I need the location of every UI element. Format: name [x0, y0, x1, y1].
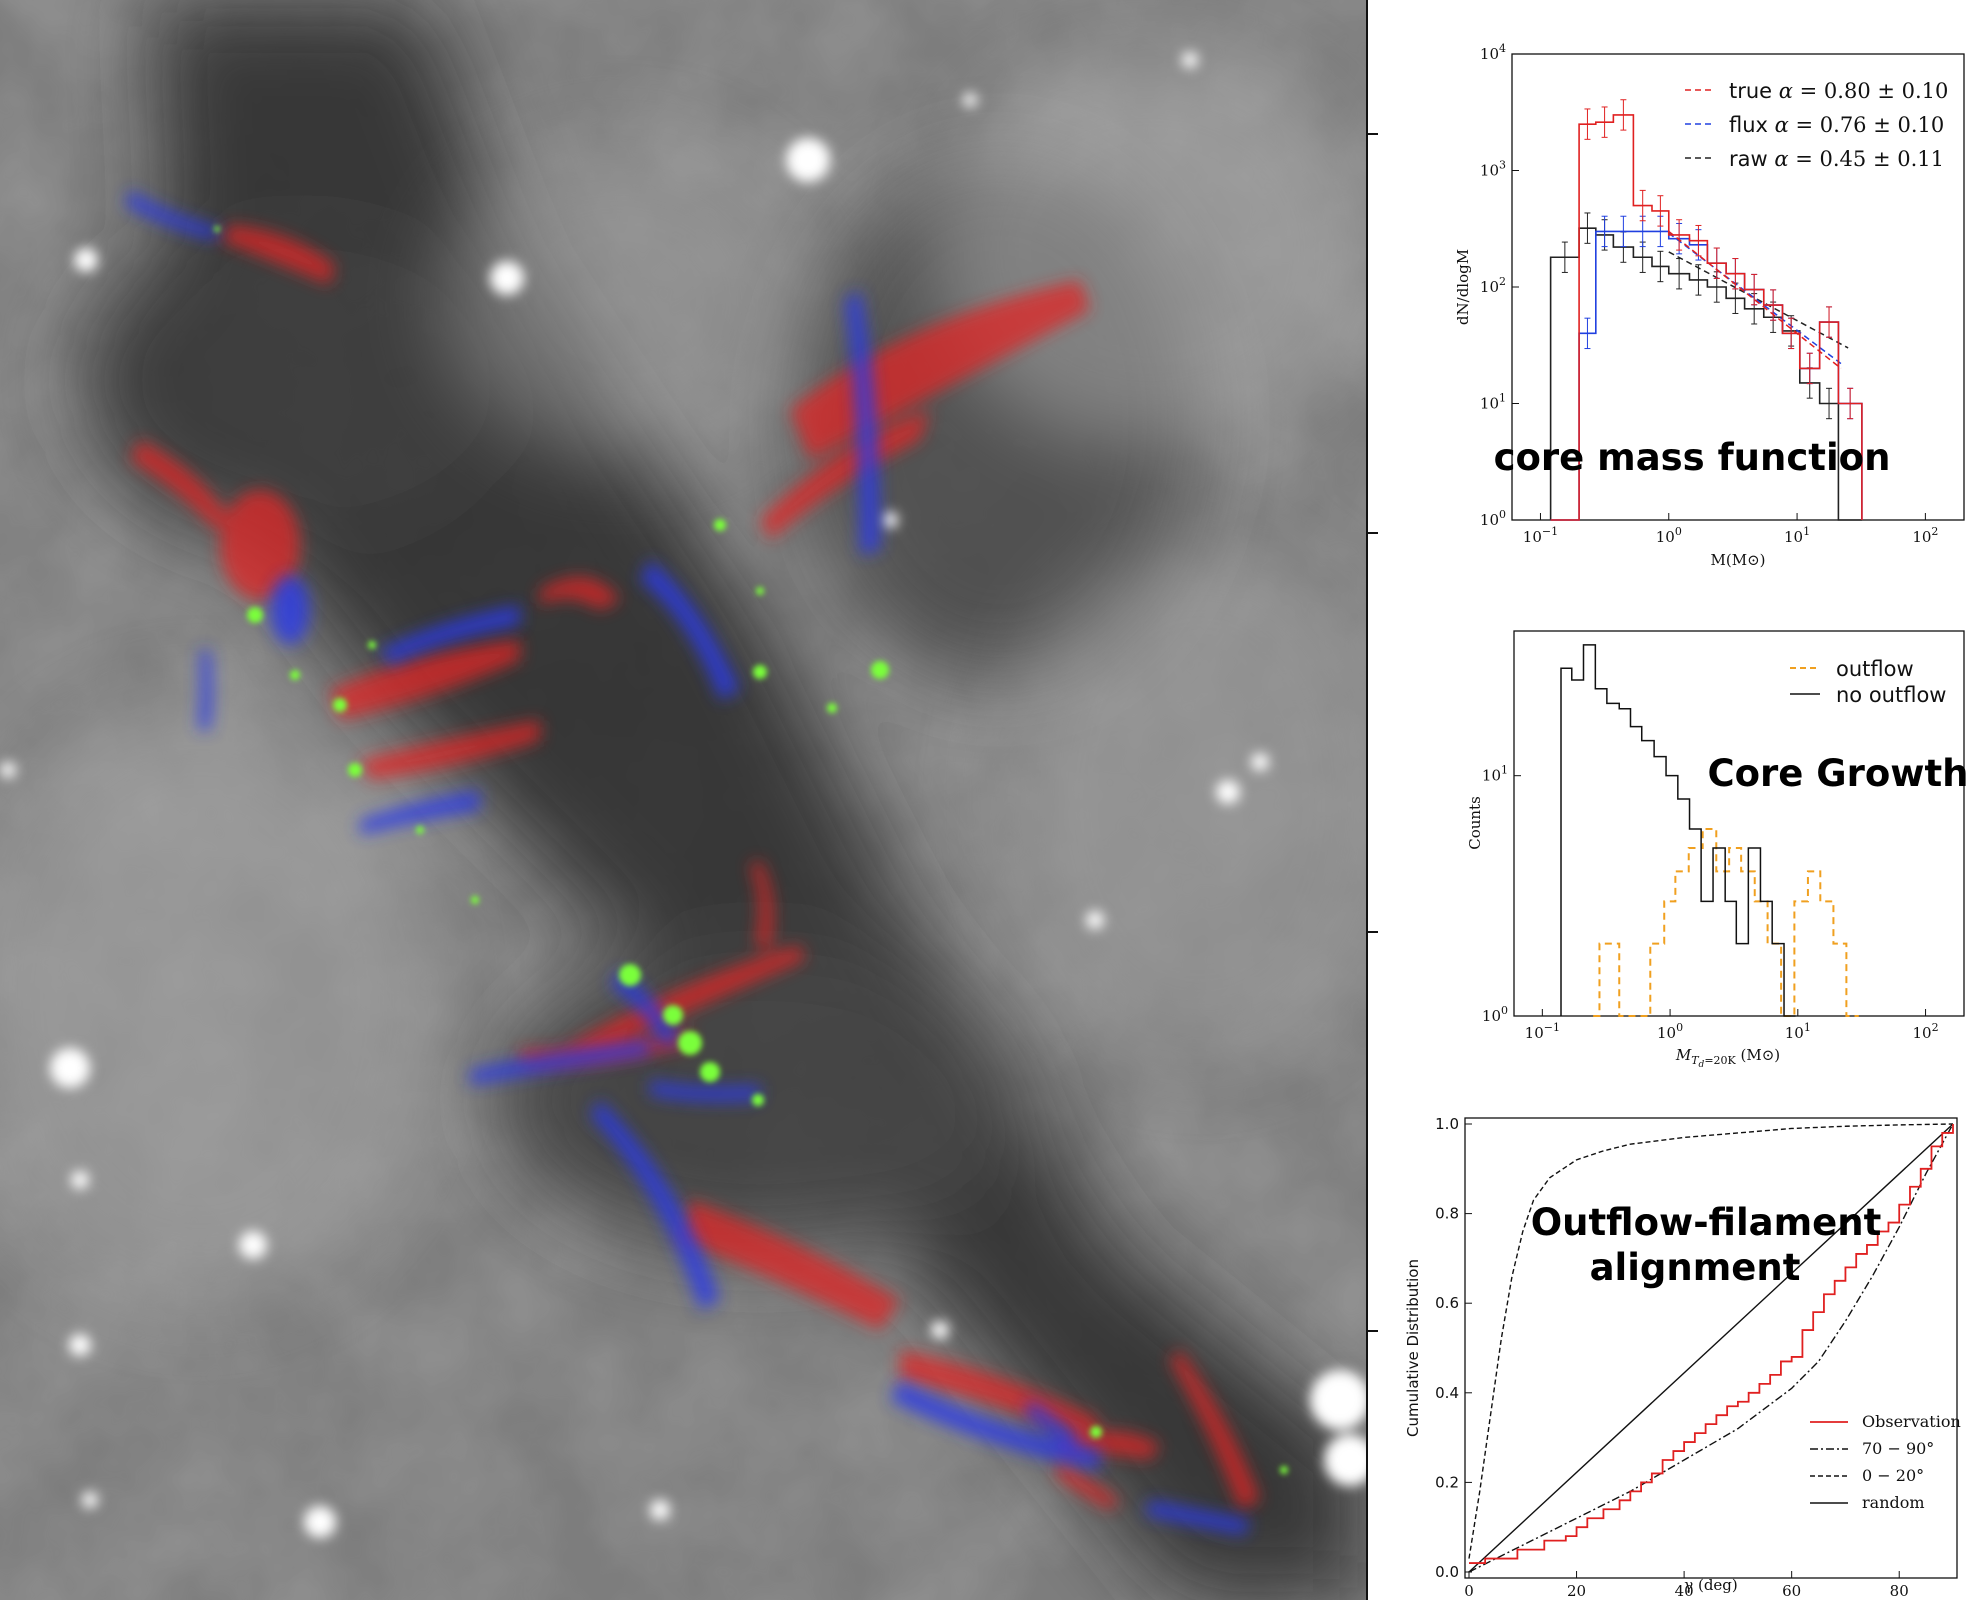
x-axis-label: M(M⊙): [1711, 551, 1766, 569]
legend-label-70-90: 70 − 90°: [1862, 1439, 1934, 1458]
legend-label-flux: flux α = 0.76 ± 0.10: [1729, 113, 1944, 137]
alignment-chart: 0 20 40 60 80 0.0 0.2 0.4 0.6 0.8 1.0 γ (deg) Cum…: [1404, 1115, 1961, 1600]
legend: true α = 0.80 ± 0.10 flux α = 0.76 ± 0.1…: [1685, 79, 1948, 171]
y-tick-label: 101: [1480, 392, 1506, 413]
core-growth-chart: 10−1 100 101 102 100 101 MTd=20K (M⊙) Counts…: [1466, 630, 1969, 1070]
x-axis-label: MTd=20K (M⊙): [1675, 1046, 1780, 1070]
y-axis-label: Counts: [1466, 796, 1484, 850]
x-tick-label: 40: [1675, 1582, 1694, 1600]
x-tick-group: 10−1 100 101 102: [1523, 513, 1938, 546]
histogram-no-outflow: [1560, 644, 1796, 1017]
fit-line-raw: [1668, 251, 1849, 349]
y-tick-group: 100 101 102 103 104: [1480, 42, 1519, 529]
line-0-20-: [1468, 1123, 1954, 1559]
chart-marks: [1549, 99, 1863, 521]
histogram-true: [1550, 114, 1863, 521]
legend-label-observation: Observation: [1862, 1412, 1961, 1431]
y-tick-label: 100: [1480, 508, 1506, 529]
fit-line-flux: [1668, 232, 1842, 365]
y-tick-label: 100: [1482, 1004, 1508, 1025]
y-tick-label: 0.0: [1435, 1563, 1459, 1581]
legend-label-true: true α = 0.80 ± 0.10: [1729, 79, 1948, 103]
y-axis-label: dN/dlogM: [1454, 249, 1472, 325]
y-tick-group: 100 101: [1482, 764, 1521, 1025]
x-tick-label: 60: [1782, 1582, 1801, 1600]
y-tick-label: 0.6: [1435, 1294, 1459, 1312]
x-axis-label: γ (deg): [1684, 1576, 1738, 1594]
x-tick-label: 0: [1464, 1582, 1474, 1600]
y-tick-label: 104: [1480, 42, 1506, 63]
legend-label-random: random: [1862, 1493, 1925, 1512]
x-tick-label: 100: [1656, 525, 1682, 546]
x-tick-label: 80: [1890, 1582, 1909, 1600]
frame-tick: [1368, 133, 1378, 135]
x-tick-label: 10−1: [1525, 1021, 1560, 1042]
y-tick-label: 103: [1480, 159, 1506, 180]
y-tick-label: 102: [1480, 275, 1506, 296]
x-tick-label: 101: [1784, 525, 1810, 546]
chart-annotation-line-1: Outflow-filament: [1531, 1201, 1882, 1244]
histogram-outflow: [1593, 827, 1859, 1017]
y-tick-label: 0.2: [1435, 1473, 1459, 1491]
line-Observation: [1469, 1124, 1954, 1564]
x-tick-label: 20: [1567, 1582, 1586, 1600]
fit-line-true: [1668, 230, 1842, 370]
frame-tick: [1368, 931, 1378, 933]
legend-label-no-outflow: no outflow: [1836, 683, 1946, 707]
frame-tick: [1368, 532, 1378, 534]
core-mass-function-chart: 10−1 100 101 102 100 101 102 103 104 M(M⊙) dN/d…: [1454, 42, 1965, 569]
x-tick-label: 100: [1657, 1021, 1683, 1042]
line-random: [1468, 1123, 1954, 1573]
x-tick-label: 10−1: [1523, 525, 1558, 546]
legend: outflow no outflow: [1790, 657, 1946, 707]
panel-divider: [1366, 0, 1368, 1600]
chart-annotation: core mass function: [1494, 436, 1891, 479]
chart-annotation: Core Growth: [1707, 752, 1968, 795]
plot-frame: [1513, 630, 1965, 1017]
sky-image: [0, 0, 1366, 1600]
legend-label-raw: raw α = 0.45 ± 0.11: [1729, 147, 1944, 171]
chart-marks: [1560, 644, 1859, 1017]
x-tick-group: 10−1 100 101 102: [1525, 1009, 1939, 1042]
sky-image-panel: [0, 0, 1366, 1600]
y-tick-label: 0.8: [1435, 1205, 1459, 1223]
legend-label-0-20: 0 − 20°: [1862, 1466, 1924, 1485]
x-tick-group: 0 20 40 60 80: [1464, 1571, 1909, 1600]
legend-label-outflow: outflow: [1836, 657, 1914, 681]
line-70-90-: [1468, 1123, 1954, 1573]
y-tick-group: 0.0 0.2 0.4 0.6 0.8 1.0: [1435, 1115, 1472, 1581]
y-tick-label: 0.4: [1435, 1384, 1459, 1402]
legend: Observation 70 − 90° 0 − 20° random: [1810, 1412, 1961, 1512]
frame-tick: [1368, 1330, 1378, 1332]
x-tick-label: 102: [1912, 525, 1938, 546]
y-tick-label: 101: [1482, 764, 1508, 785]
y-tick-label: 1.0: [1435, 1115, 1459, 1133]
x-tick-label: 102: [1913, 1021, 1939, 1042]
chart-marks: [1468, 1123, 1954, 1573]
chart-annotation-line-2: alignment: [1590, 1246, 1801, 1289]
x-tick-label: 101: [1785, 1021, 1811, 1042]
y-axis-label: Cumulative Distribution: [1404, 1259, 1422, 1437]
